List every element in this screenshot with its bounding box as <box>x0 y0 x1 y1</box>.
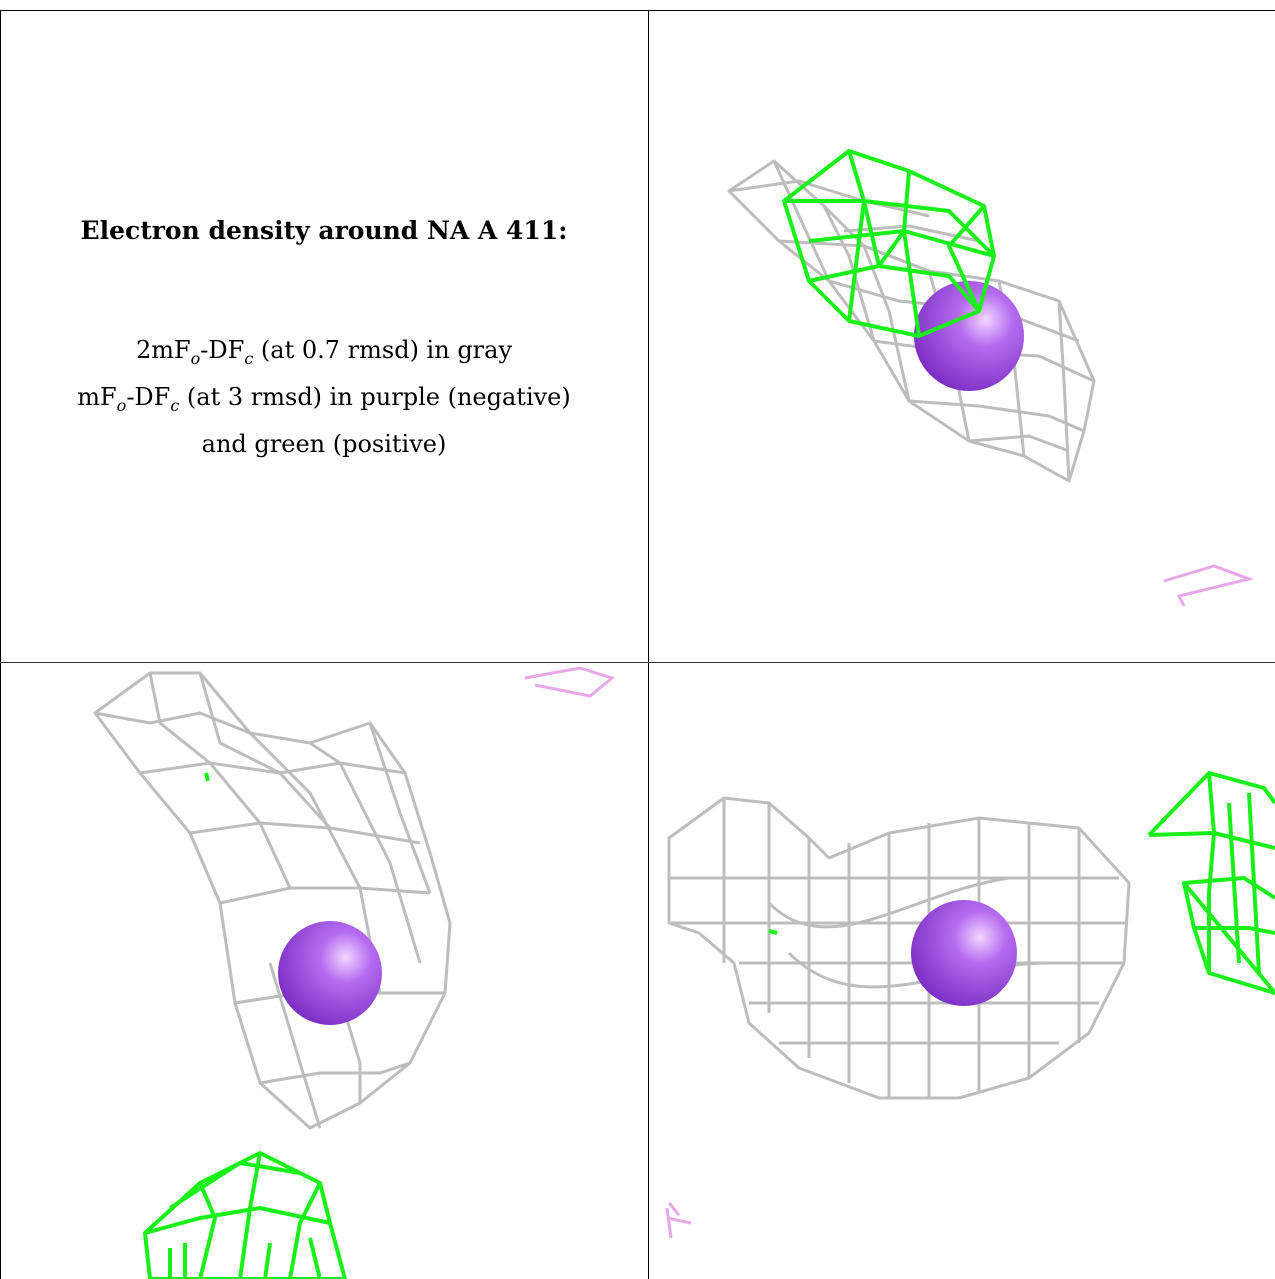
density-view-3 <box>649 663 1275 1279</box>
green-mesh <box>782 149 996 338</box>
legend-line-1: 2mFo-DFc (at 0.7 rmsd) in gray <box>135 336 513 368</box>
density-view-1 <box>649 11 1275 662</box>
gray-mesh <box>727 159 1096 483</box>
divider-vertical <box>648 10 649 1279</box>
density-view-2 <box>0 663 648 1279</box>
green-mesh <box>768 771 1275 995</box>
gray-mesh <box>667 796 1131 1100</box>
sodium-sphere <box>278 921 382 1025</box>
density-view-1-svg <box>727 149 1255 607</box>
figure-legend: 2mFo-DFc (at 0.7 rmsd) in gray mFo-DFc (… <box>0 331 648 463</box>
border-top <box>0 10 1275 11</box>
density-view-2-svg <box>93 666 616 1279</box>
gray-mesh <box>93 671 452 1130</box>
green-mesh <box>143 772 347 1279</box>
density-view-3-svg <box>665 771 1275 1239</box>
border-left <box>0 10 1 1279</box>
figure-title: Electron density around NA A 411: <box>80 216 568 245</box>
sodium-sphere <box>914 281 1024 391</box>
caption-panel: Electron density around NA A 411: 2mFo-D… <box>0 11 648 662</box>
purple-mesh <box>665 1202 692 1239</box>
purple-mesh <box>1163 564 1255 607</box>
legend-line-2: mFo-DFc (at 3 rmsd) in purple (negative) <box>77 382 571 415</box>
divider-horizontal <box>0 662 1275 663</box>
sodium-sphere <box>911 900 1017 1006</box>
purple-mesh <box>524 666 616 698</box>
legend-line-3: and green (positive) <box>201 429 447 458</box>
